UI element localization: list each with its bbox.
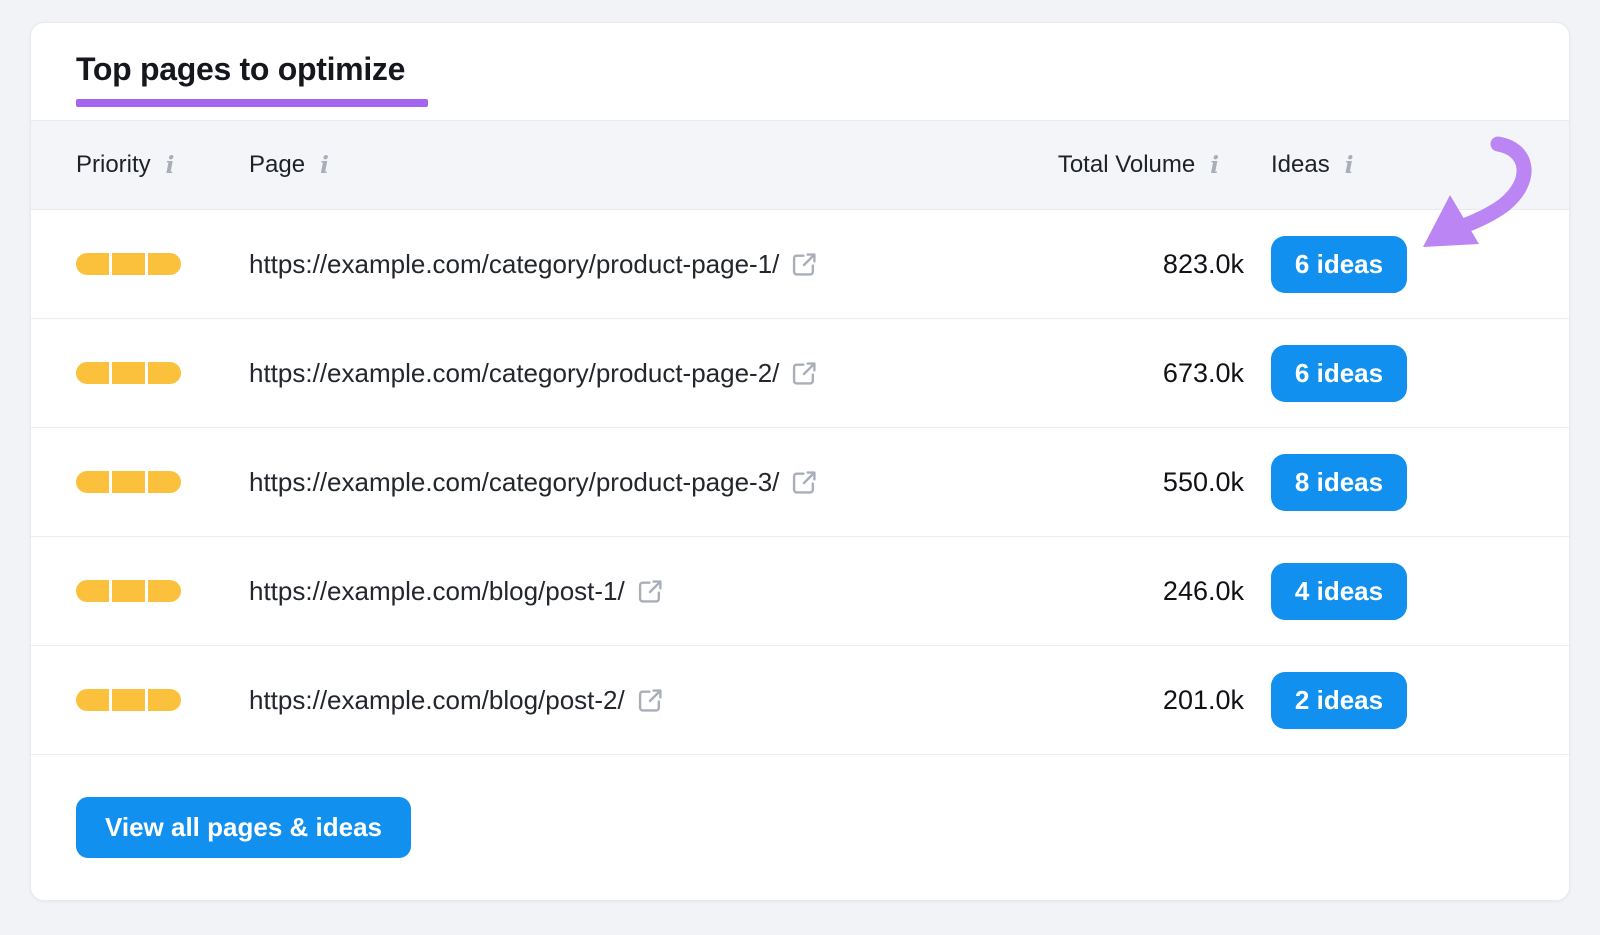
info-icon[interactable]: i xyxy=(1344,151,1354,179)
priority-segment xyxy=(112,580,145,602)
priority-segment xyxy=(112,471,145,493)
total-volume-value: 246.0k xyxy=(1162,575,1244,606)
priority-segment xyxy=(76,362,109,384)
priority-cell xyxy=(76,362,249,384)
priority-segment xyxy=(112,253,145,275)
column-header-label: Priority xyxy=(76,151,151,178)
page-cell: https://example.com/category/product-pag… xyxy=(249,358,1026,389)
info-icon[interactable]: i xyxy=(1210,151,1219,179)
priority-segment xyxy=(148,689,181,711)
priority-indicator xyxy=(76,362,249,384)
view-all-pages-button[interactable]: View all pages & ideas xyxy=(76,797,411,858)
ideas-button[interactable]: 6 ideas xyxy=(1271,235,1407,293)
total-volume-value: 201.0k xyxy=(1162,684,1244,715)
ideas-button[interactable]: 8 ideas xyxy=(1271,453,1407,511)
table-row: https://example.com/blog/post-2/ 201.0k … xyxy=(31,646,1569,755)
priority-indicator xyxy=(76,580,249,602)
priority-segment xyxy=(76,689,109,711)
priority-indicator xyxy=(76,471,249,493)
ideas-cell: 6 ideas xyxy=(1271,344,1569,402)
priority-cell xyxy=(76,580,249,602)
total-volume-value: 673.0k xyxy=(1162,357,1244,388)
page-cell: https://example.com/category/product-pag… xyxy=(249,249,1026,280)
priority-segment xyxy=(76,253,109,275)
priority-segment xyxy=(112,689,145,711)
column-header-total-volume: Total Volume i xyxy=(1026,151,1271,179)
ideas-button[interactable]: 6 ideas xyxy=(1271,344,1407,402)
table-row: https://example.com/blog/post-1/ 246.0k … xyxy=(31,537,1569,646)
external-link-icon[interactable] xyxy=(792,252,817,277)
column-header-label: Page xyxy=(249,151,306,178)
page-url[interactable]: https://example.com/category/product-pag… xyxy=(249,248,780,279)
info-icon[interactable]: i xyxy=(320,151,329,179)
ideas-button[interactable]: 4 ideas xyxy=(1271,562,1407,620)
card-footer: View all pages & ideas xyxy=(31,755,1569,900)
ideas-cell: 2 ideas xyxy=(1271,671,1569,729)
page-cell: https://example.com/blog/post-2/ xyxy=(249,685,1026,716)
priority-indicator xyxy=(76,689,249,711)
table-row: https://example.com/category/product-pag… xyxy=(31,428,1569,537)
ideas-cell: 8 ideas xyxy=(1271,453,1569,511)
priority-indicator xyxy=(76,253,249,275)
external-link-icon[interactable] xyxy=(638,579,663,604)
priority-segment xyxy=(76,471,109,493)
page-url[interactable]: https://example.com/blog/post-1/ xyxy=(249,575,625,606)
top-pages-card: Top pages to optimize Priority i Page i … xyxy=(30,22,1570,901)
external-link-icon[interactable] xyxy=(792,470,817,495)
page-url[interactable]: https://example.com/category/product-pag… xyxy=(249,357,780,388)
priority-segment xyxy=(112,362,145,384)
ideas-cell: 6 ideas xyxy=(1271,235,1569,293)
priority-segment xyxy=(76,580,109,602)
priority-segment xyxy=(148,580,181,602)
external-link-icon[interactable] xyxy=(638,688,663,713)
priority-segment xyxy=(148,253,181,275)
total-volume-value: 823.0k xyxy=(1162,248,1244,279)
page-url[interactable]: https://example.com/blog/post-2/ xyxy=(249,684,625,715)
table-row: https://example.com/category/product-pag… xyxy=(31,210,1569,319)
title-highlight-underline xyxy=(76,99,428,107)
column-header-ideas: Ideas i xyxy=(1271,151,1569,179)
priority-segment xyxy=(148,362,181,384)
card-header: Top pages to optimize xyxy=(31,23,1569,107)
page-url[interactable]: https://example.com/category/product-pag… xyxy=(249,466,780,497)
column-header-label: Total Volume xyxy=(1057,151,1196,178)
info-icon[interactable]: i xyxy=(165,151,175,179)
ideas-cell: 4 ideas xyxy=(1271,562,1569,620)
column-header-page: Page i xyxy=(249,151,1026,179)
external-link-icon[interactable] xyxy=(792,361,817,386)
page-cell: https://example.com/category/product-pag… xyxy=(249,467,1026,498)
table-header-row: Priority i Page i Total Volume i Ideas i xyxy=(31,120,1569,210)
page-title: Top pages to optimize xyxy=(76,51,406,87)
table-row: https://example.com/category/product-pag… xyxy=(31,319,1569,428)
page-cell: https://example.com/blog/post-1/ xyxy=(249,576,1026,607)
priority-cell xyxy=(76,471,249,493)
priority-cell xyxy=(76,689,249,711)
priority-cell xyxy=(76,253,249,275)
total-volume-value: 550.0k xyxy=(1162,466,1244,497)
column-header-label: Ideas xyxy=(1271,151,1330,178)
ideas-button[interactable]: 2 ideas xyxy=(1271,671,1407,729)
priority-segment xyxy=(148,471,181,493)
column-header-priority: Priority i xyxy=(76,151,249,179)
